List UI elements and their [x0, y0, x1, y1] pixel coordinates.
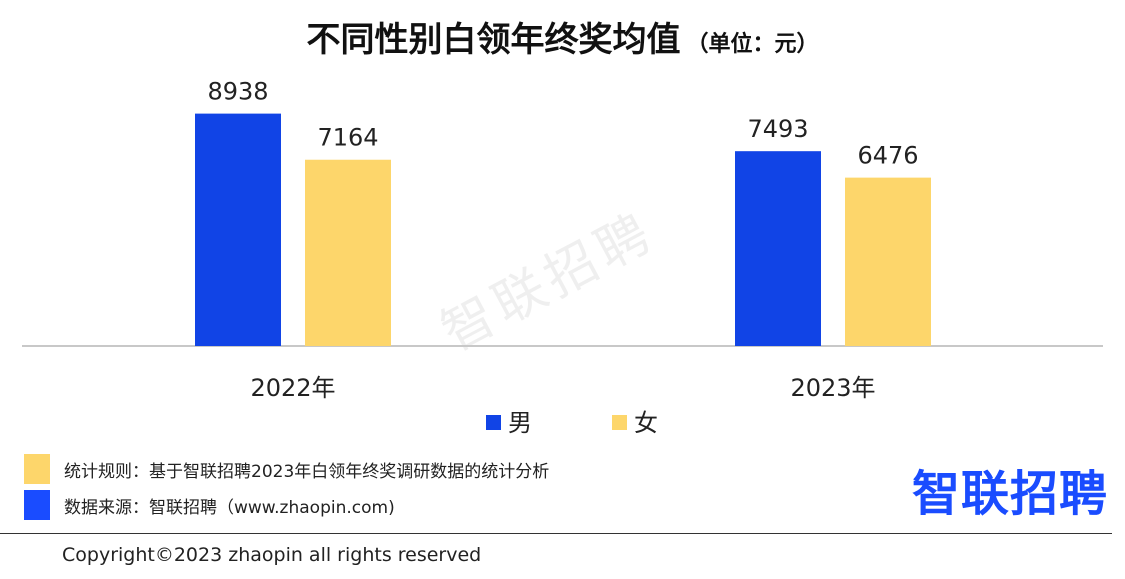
category-label-2: 2023年 — [790, 374, 875, 402]
note-rule-swatch — [24, 454, 50, 484]
footer-divider — [0, 533, 1112, 534]
note-source-text: 数据来源：智联招聘（www.zhaopin.com) — [64, 497, 395, 518]
legend-label-2: 女 — [634, 409, 658, 437]
legend-swatch-2 — [612, 415, 627, 430]
data-label-1-series-1: 8938 — [207, 78, 268, 106]
bar-2-series-2 — [845, 177, 931, 346]
zhaopin-logo: 智联招聘 — [912, 466, 1109, 522]
copyright-text: Copyright©2023 zhaopin all rights reserv… — [62, 544, 482, 566]
note-source: 数据来源：智联招聘（www.zhaopin.com) — [24, 488, 395, 522]
note-source-swatch — [24, 490, 50, 520]
data-label-2-series-2: 6476 — [857, 142, 918, 170]
bar-1-series-2 — [305, 159, 391, 346]
note-rule-text: 统计规则：基于智联招聘2023年白领年终奖调研数据的统计分析 — [64, 461, 550, 482]
bar-1-series-1 — [195, 113, 281, 346]
chart-title: 不同性别白领年终奖均值 （单位：元） — [0, 12, 1125, 61]
legend-swatch-1 — [486, 415, 501, 430]
data-label-1-series-2: 7164 — [317, 124, 378, 152]
legend-label-1: 男 — [508, 409, 532, 437]
chart-unit-text: （单位：元） — [686, 32, 819, 57]
chart-title-text: 不同性别白领年终奖均值 — [306, 20, 681, 60]
data-label-2-series-1: 7493 — [747, 115, 808, 143]
note-rule: 统计规则：基于智联招聘2023年白领年终奖调研数据的统计分析 — [24, 452, 549, 486]
bar-2-series-1 — [735, 151, 821, 346]
category-label-1: 2022年 — [250, 374, 335, 402]
